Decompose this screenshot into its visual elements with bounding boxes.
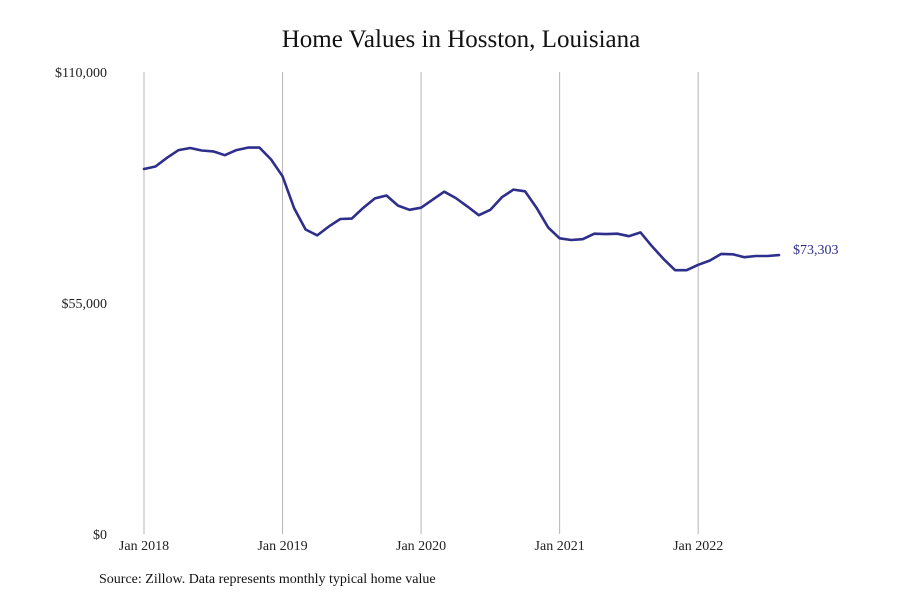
x-tick-label: Jan 2018: [119, 539, 169, 554]
data-point: [224, 154, 226, 156]
x-tick-label: Jan 2022: [673, 539, 723, 554]
data-point: [443, 191, 445, 193]
x-axis-ticks: Jan 2018 Jan 2019 Jan 2020 Jan 2021 Jan 2022: [119, 539, 723, 554]
chart-title: Home Values in Hosston, Louisiana: [281, 26, 641, 53]
y-axis-ticks: $0 $55,000 $110,000: [55, 66, 107, 543]
data-point: [189, 147, 191, 149]
data-point: [408, 209, 410, 211]
data-point: [766, 255, 768, 257]
data-point: [743, 256, 745, 258]
data-point: [512, 188, 514, 190]
data-point: [709, 259, 711, 261]
data-point: [339, 218, 341, 220]
series-layer: [142, 146, 781, 272]
data-point: [778, 254, 780, 256]
data-point: [720, 253, 722, 255]
data-point: [212, 150, 214, 152]
data-point: [674, 269, 676, 271]
data-point: [628, 235, 630, 237]
data-point: [281, 175, 283, 177]
data-point: [143, 168, 145, 170]
data-point: [616, 233, 618, 235]
data-point: [362, 207, 364, 209]
data-point: [697, 264, 699, 266]
data-point: [501, 196, 503, 198]
y-tick-label: $0: [93, 528, 107, 543]
data-point: [166, 157, 168, 159]
data-point: [328, 225, 330, 227]
data-point: [455, 197, 457, 199]
data-point: [270, 158, 272, 160]
data-point: [524, 190, 526, 192]
end-value-label: $73,303: [793, 243, 839, 258]
data-point: [685, 269, 687, 271]
data-point: [154, 165, 156, 167]
x-tick-label: Jan 2019: [257, 539, 307, 554]
data-point: [258, 146, 260, 148]
data-point: [235, 149, 237, 151]
data-point: [755, 255, 757, 257]
data-point: [316, 234, 318, 236]
data-point: [639, 231, 641, 233]
data-point: [489, 209, 491, 211]
gridlines: [143, 72, 699, 534]
data-point: [651, 245, 653, 247]
data-point: [662, 258, 664, 260]
data-point: [732, 253, 734, 255]
data-point: [558, 237, 560, 239]
y-tick-label: $55,000: [62, 297, 108, 312]
data-point: [385, 194, 387, 196]
data-point: [293, 207, 295, 209]
data-point: [593, 233, 595, 235]
x-tick-label: Jan 2020: [396, 539, 446, 554]
x-tick-label: Jan 2021: [535, 539, 585, 554]
data-point: [304, 228, 306, 230]
data-point: [582, 238, 584, 240]
source-note: Source: Zillow. Data represents monthly …: [99, 572, 436, 587]
y-tick-label: $110,000: [55, 66, 107, 81]
data-point: [431, 199, 433, 201]
data-point: [478, 214, 480, 216]
data-point: [570, 239, 572, 241]
data-point: [605, 233, 607, 235]
data-point: [351, 217, 353, 219]
series-line: [142, 146, 781, 272]
data-point: [547, 226, 549, 228]
data-point: [397, 204, 399, 206]
data-point: [466, 205, 468, 207]
data-point: [374, 197, 376, 199]
data-point: [177, 149, 179, 151]
data-point: [535, 207, 537, 209]
data-point: [420, 207, 422, 209]
data-point: [201, 149, 203, 151]
data-point: [247, 146, 249, 148]
